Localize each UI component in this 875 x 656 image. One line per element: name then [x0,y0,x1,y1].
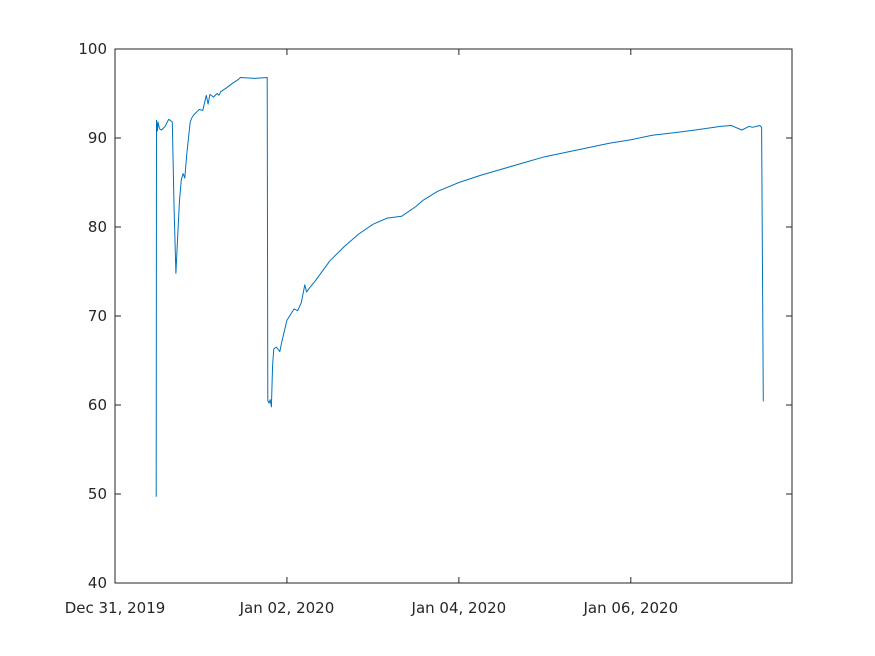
y-tick-label: 60 [88,396,107,414]
series-layer [155,77,764,497]
y-tick-label: 40 [88,574,107,592]
series-line [155,77,764,497]
plot-area [114,48,793,584]
x-axis: Dec 31, 2019 Jan 02, 2020 Jan 04, 2020 Jan … [65,49,678,617]
y-axis: 40 50 60 70 80 90 100 [78,40,792,592]
x-tick-label: Jan 02, 2020 [239,599,335,617]
y-tick-label: 100 [78,40,107,58]
y-tick-label: 90 [88,129,107,147]
x-tick-label: Jan 06, 2020 [582,599,678,617]
y-tick-label: 50 [88,485,107,503]
y-tick-label: 80 [88,218,107,236]
y-tick-label: 70 [88,307,107,325]
x-tick-label: Dec 31, 2019 [65,599,166,617]
x-tick-label: Jan 04, 2020 [411,599,507,617]
